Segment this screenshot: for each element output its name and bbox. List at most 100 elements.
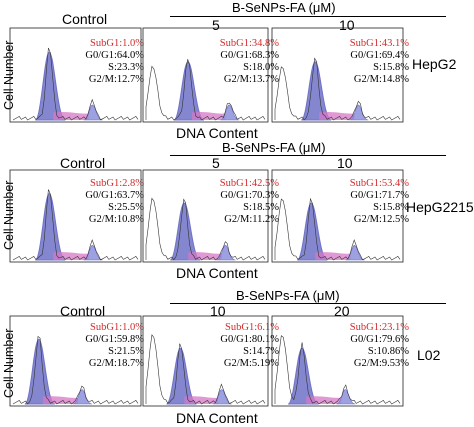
row2-col3-label: 10 xyxy=(337,155,353,171)
g0g1-value: G0/G1:70.3% xyxy=(220,190,279,201)
raw-histogram-trace xyxy=(145,59,266,121)
subg1-value: SubG1:1.0% xyxy=(90,38,144,49)
raw-histogram-trace xyxy=(145,197,266,261)
g2m-value: G2/M:5.19% xyxy=(223,358,279,369)
histogram-panel-frame xyxy=(9,27,142,123)
row1-cell-line: HepG2 xyxy=(412,56,457,72)
subg1-value: SubG1:53.4% xyxy=(349,178,409,189)
row1-panel3-stats: SubG1:43.1% G0/G1:69.4% S:15.8% G2/M:14.… xyxy=(350,38,409,86)
g1-peak xyxy=(300,61,332,121)
histogram-panel-frame xyxy=(9,169,142,263)
row3-panel2-stats: SubG1:6.1% G0/G1:80.1% S:14.7% G2/M:5.19… xyxy=(220,322,279,370)
subg1-value: SubG1:2.8% xyxy=(90,178,144,189)
s-phase-value: S:23.3% xyxy=(108,62,144,73)
g0g1-value: G0/G1:68.3% xyxy=(220,50,279,61)
row3-col3-label: 20 xyxy=(334,303,350,319)
histogram-panel-frame xyxy=(142,27,269,123)
raw-histogram-trace xyxy=(12,335,139,405)
g1-peak xyxy=(24,338,56,405)
histogram-panel-frame xyxy=(271,315,404,407)
s-phase-fill xyxy=(53,252,89,260)
subg1-value: SubG1:6.1% xyxy=(225,322,279,333)
g1-peak xyxy=(166,347,197,405)
g1-peak xyxy=(287,347,319,405)
g0g1-value: G0/G1:59.8% xyxy=(85,334,144,345)
s-phase-value: S:15.8% xyxy=(373,202,409,213)
raw-histogram-trace xyxy=(274,335,401,405)
row1-col3-label: 10 xyxy=(339,17,355,33)
s-phase-fill xyxy=(53,111,89,120)
row2-panel1-stats: SubG1:2.8% G0/G1:63.7% S:25.5% G2/M:10.8… xyxy=(85,178,144,226)
row2-treatment-bracket xyxy=(170,155,446,156)
raw-histogram-trace xyxy=(274,57,401,121)
s-phase-fill xyxy=(184,396,218,404)
g1-peak xyxy=(173,61,205,121)
s-phase-value: S:25.5% xyxy=(108,202,144,213)
row2-panel3-stats: SubG1:53.4% G0/G1:71.7% S:15.8% G2/M:12.… xyxy=(350,178,409,226)
g1-peak xyxy=(169,202,201,261)
row2-x-axis-label: DNA Content xyxy=(176,265,258,281)
g1-peak xyxy=(34,193,66,261)
g2m-peak xyxy=(336,389,356,405)
row2-cell-line: HepG2215 xyxy=(406,199,474,215)
row3-col1-label: Control xyxy=(60,303,106,319)
row3-x-axis-label: DNA Content xyxy=(176,410,258,426)
g0g1-value: G0/G1:64.0% xyxy=(85,50,144,61)
g2m-peak xyxy=(72,389,93,405)
g0g1-value: G0/G1:79.6% xyxy=(350,334,409,345)
histogram-panel-frame xyxy=(271,27,404,123)
g2m-value: G2/M:9.53% xyxy=(353,358,409,369)
subg1-value: SubG1:23.1% xyxy=(349,322,409,333)
histogram-panel-frame xyxy=(142,315,269,407)
raw-histogram-trace xyxy=(145,334,266,405)
row2-col1-label: Control xyxy=(60,155,106,171)
s-phase-fill xyxy=(319,111,355,120)
subg1-value: SubG1:43.1% xyxy=(349,38,409,49)
g2m-value: G2/M:13.7% xyxy=(223,74,279,85)
row1-x-axis-label: DNA Content xyxy=(176,125,258,141)
g2m-value: G2/M:12.5% xyxy=(353,214,409,225)
row2-treatment-label: B-SeNPs-FA (μM) xyxy=(222,140,326,155)
row3-panel3-stats: SubG1:23.1% G0/G1:79.6% S:10.86% G2/M:9.… xyxy=(350,322,409,370)
subg1-value: SubG1:34.8% xyxy=(219,38,279,49)
raw-histogram-trace xyxy=(12,47,139,121)
row1-col1-label: Control xyxy=(62,11,108,27)
row3-col2-label: 10 xyxy=(210,303,226,319)
g2m-value: G2/M:14.8% xyxy=(353,74,409,85)
s-phase-value: S:21.5% xyxy=(108,346,144,357)
g0g1-value: G0/G1:69.4% xyxy=(350,50,409,61)
raw-histogram-trace xyxy=(12,189,139,261)
histogram-panel-frame xyxy=(9,315,142,407)
g2m-value: G2/M:12.7% xyxy=(88,74,144,85)
row2-col2-label: 5 xyxy=(212,155,220,171)
g0g1-value: G0/G1:80.1% xyxy=(220,334,279,345)
subg1-value: SubG1:42.5% xyxy=(219,178,279,189)
s-phase-fill xyxy=(315,252,351,260)
s-phase-value: S:14.7% xyxy=(243,346,279,357)
g2m-peak xyxy=(349,104,369,121)
g0g1-value: G0/G1:71.7% xyxy=(350,190,409,201)
s-phase-fill xyxy=(42,396,79,404)
g0g1-value: G0/G1:63.7% xyxy=(85,190,144,201)
s-phase-value: S:18.5% xyxy=(243,202,279,213)
histogram-panel-frame xyxy=(142,169,269,263)
row3-treatment-label: B-SeNPs-FA (μM) xyxy=(236,288,340,303)
g2m-value: G2/M:11.2% xyxy=(224,214,279,225)
g2m-value: G2/M:10.8% xyxy=(88,214,144,225)
g1-peak xyxy=(296,202,328,261)
g2m-peak xyxy=(216,244,236,261)
row1-treatment-bracket xyxy=(170,16,446,17)
row3-cell-line: L02 xyxy=(417,347,441,363)
row2-panel2-stats: SubG1:42.5% G0/G1:70.3% S:18.5% G2/M:11.… xyxy=(220,178,279,226)
s-phase-value: S:18.0% xyxy=(243,62,279,73)
row3-treatment-bracket xyxy=(170,303,446,304)
row1-treatment-label: B-SeNPs-FA (μM) xyxy=(232,0,336,15)
s-phase-value: S:10.86% xyxy=(367,346,409,357)
row1-panel1-stats: SubG1:1.0% G0/G1:64.0% S:23.3% G2/M:12.7… xyxy=(85,38,144,86)
g2m-value: G2/M:18.7% xyxy=(88,358,144,369)
s-phase-fill xyxy=(188,252,222,260)
histogram-panel-frame xyxy=(271,169,404,263)
subg1-value: SubG1:1.0% xyxy=(90,322,144,333)
row3-panel1-stats: SubG1:1.0% G0/G1:59.8% S:21.5% G2/M:18.7… xyxy=(85,322,144,370)
